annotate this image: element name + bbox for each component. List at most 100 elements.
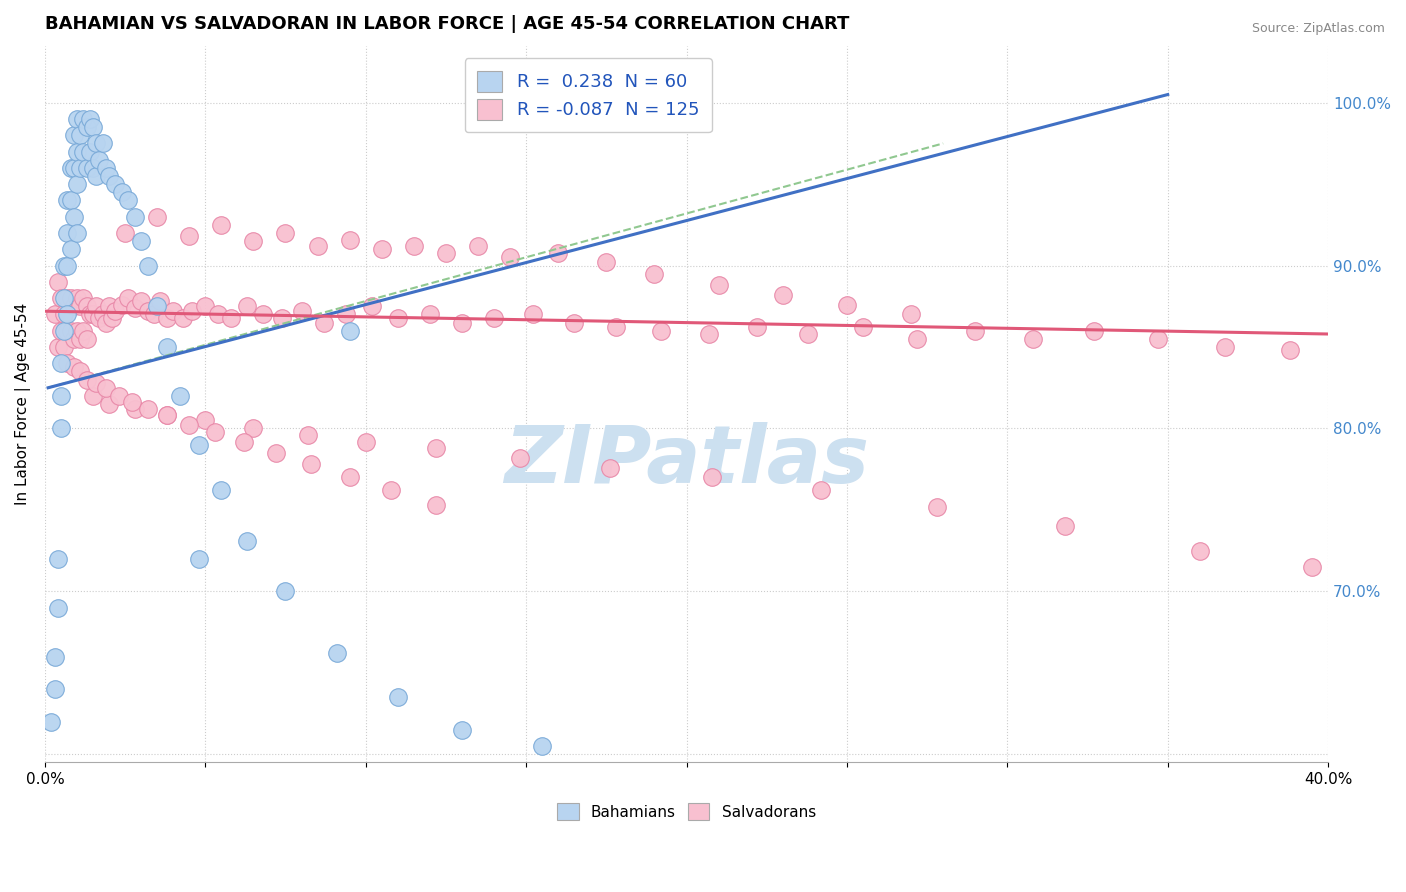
Point [467, 239, 489, 253]
Point [595, 255, 617, 269]
Point [451, 316, 474, 330]
Point [209, 218, 232, 232]
Point [111, 186, 134, 200]
Point [62, 210, 84, 224]
Point [1054, 519, 1077, 533]
Point [271, 310, 294, 325]
Point [59, 291, 82, 305]
Point [84, 299, 107, 313]
Point [194, 299, 217, 313]
Point [146, 299, 169, 313]
Point [326, 646, 349, 660]
Point [307, 239, 329, 253]
Point [156, 340, 179, 354]
Point [236, 533, 259, 548]
Point [509, 450, 531, 465]
Point [707, 278, 730, 293]
Point [59, 324, 82, 338]
Text: Source: ZipAtlas.com: Source: ZipAtlas.com [1251, 22, 1385, 36]
Point [59, 242, 82, 256]
Point [111, 298, 134, 312]
Point [53, 259, 76, 273]
Point [146, 210, 169, 224]
Point [605, 320, 627, 334]
Point [207, 308, 229, 322]
Point [94, 381, 117, 395]
Point [53, 340, 76, 354]
Point [66, 324, 89, 338]
Point [1022, 332, 1045, 346]
Point [98, 299, 121, 313]
Point [49, 356, 72, 370]
Point [56, 226, 79, 240]
Point [650, 324, 672, 338]
Point [101, 310, 124, 325]
Point [1215, 340, 1237, 354]
Point [252, 308, 274, 322]
Point [697, 326, 720, 341]
Point [274, 584, 297, 599]
Point [236, 299, 259, 313]
Point [562, 316, 585, 330]
Point [149, 294, 172, 309]
Point [187, 438, 209, 452]
Point [531, 739, 554, 753]
Text: BAHAMIAN VS SALVADORAN IN LABOR FORCE | AGE 45-54 CORRELATION CHART: BAHAMIAN VS SALVADORAN IN LABOR FORCE | … [45, 15, 849, 33]
Point [797, 326, 820, 341]
Point [66, 291, 89, 305]
Point [72, 324, 94, 338]
Point [425, 498, 447, 512]
Point [274, 226, 297, 240]
Point [925, 500, 948, 514]
Point [209, 483, 232, 498]
Point [104, 304, 127, 318]
Point [66, 145, 89, 159]
Point [1083, 324, 1105, 338]
Point [76, 373, 98, 387]
Point [1188, 543, 1211, 558]
Point [335, 308, 357, 322]
Point [117, 194, 139, 208]
Point [965, 324, 987, 338]
Point [136, 259, 159, 273]
Point [94, 161, 117, 175]
Point [339, 233, 361, 247]
Point [482, 310, 505, 325]
Point [387, 690, 409, 705]
Point [56, 308, 79, 322]
Point [91, 308, 114, 322]
Point [354, 434, 377, 449]
Point [172, 310, 194, 325]
Point [56, 194, 79, 208]
Point [79, 145, 101, 159]
Point [76, 332, 98, 346]
Point [194, 413, 217, 427]
Point [62, 332, 84, 346]
Point [49, 291, 72, 305]
Point [219, 310, 242, 325]
Point [84, 376, 107, 390]
Point [79, 308, 101, 322]
Point [232, 434, 254, 449]
Point [425, 441, 447, 455]
Point [62, 299, 84, 313]
Point [53, 324, 76, 338]
Point [56, 324, 79, 338]
Point [451, 723, 474, 737]
Point [204, 425, 226, 439]
Point [179, 418, 201, 433]
Point [599, 460, 621, 475]
Point [44, 308, 66, 322]
Point [136, 304, 159, 318]
Point [69, 299, 91, 313]
Point [136, 401, 159, 416]
Text: ZIPatlas: ZIPatlas [503, 423, 869, 500]
Point [107, 389, 129, 403]
Point [124, 210, 146, 224]
Point [72, 145, 94, 159]
Point [242, 234, 264, 248]
Point [702, 470, 724, 484]
Point [387, 310, 409, 325]
Point [522, 308, 544, 322]
Point [62, 359, 84, 374]
